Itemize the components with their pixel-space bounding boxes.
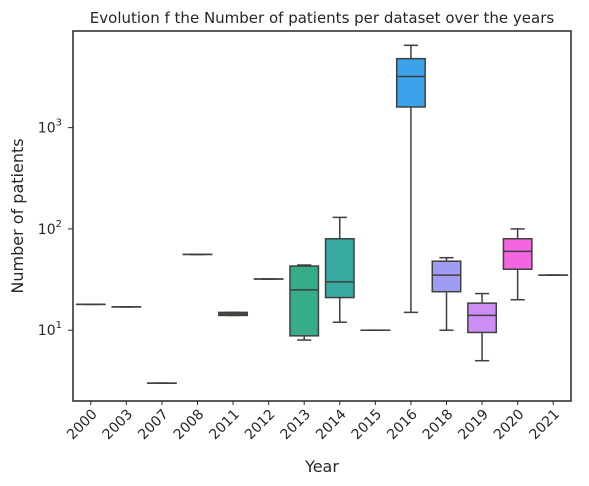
x-tick-label-2003: 2003	[100, 407, 137, 444]
box-2019	[467, 292, 498, 362]
x-tick-label-2019: 2019	[455, 407, 492, 444]
y-axis-label: Number of patients	[8, 138, 27, 293]
box-2018	[431, 256, 462, 331]
x-tick-label-2007: 2007	[135, 407, 172, 444]
x-axis-label: Year	[304, 457, 339, 476]
y-tick-label-10: 101	[38, 320, 62, 339]
box-2014	[324, 216, 355, 323]
x-axis: 2000 2003 2007 2008 2011 2012 2013 2014 2015 2016…	[64, 401, 563, 443]
box-2011	[218, 311, 249, 317]
plot-frame	[72, 30, 572, 402]
chart-title: Evolution f the Number of patients per d…	[90, 9, 555, 27]
x-tick-label-2018: 2018	[420, 407, 457, 444]
y-axis: 101 102 103	[38, 118, 73, 339]
y-tick-label-1000: 103	[38, 118, 62, 137]
box-2016	[395, 44, 426, 314]
x-tick-label-2016: 2016	[384, 406, 421, 443]
box-body-2013	[289, 265, 320, 337]
box-2013	[289, 264, 320, 341]
x-tick-label-2021: 2021	[527, 407, 564, 444]
x-tick-label-2012: 2012	[242, 407, 279, 444]
y-tick-label-100: 102	[38, 219, 62, 238]
x-tick-label-2000: 2000	[64, 407, 101, 444]
box-body-2020	[502, 237, 533, 270]
x-tick-label-2020: 2020	[491, 407, 528, 444]
x-tick-label-2011: 2011	[206, 407, 243, 444]
x-tick-label-2013: 2013	[278, 407, 315, 444]
chart-marks	[75, 44, 569, 384]
box-body-2016	[395, 57, 426, 108]
x-tick-label-2015: 2015	[349, 407, 386, 444]
box-body-2014	[324, 237, 355, 299]
box-2020	[502, 228, 533, 301]
box-body-2019	[467, 302, 498, 334]
x-tick-label-2008: 2008	[171, 407, 208, 444]
box-body-2018	[431, 260, 462, 293]
x-tick-label-2014: 2014	[313, 406, 350, 443]
